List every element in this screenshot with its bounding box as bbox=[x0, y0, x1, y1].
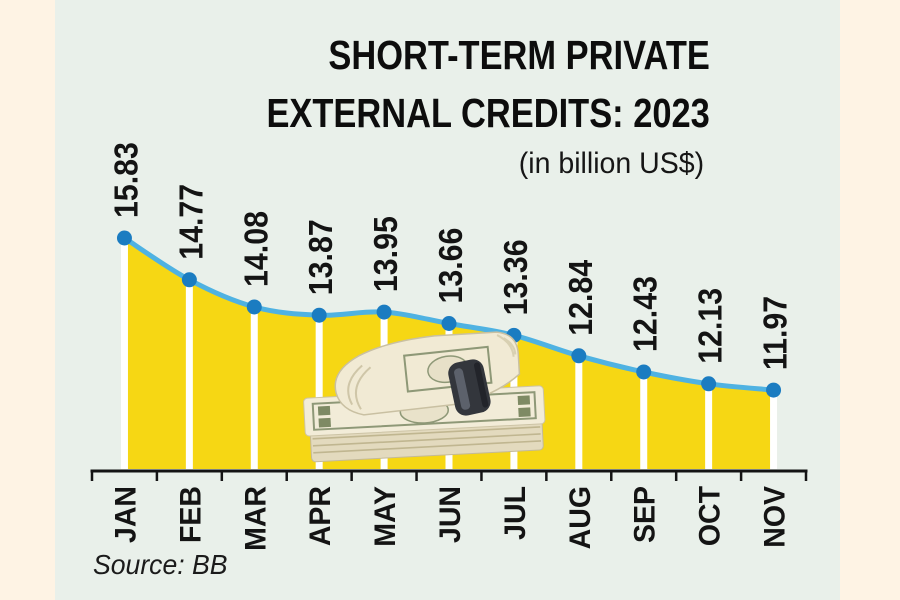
chart-title: SHORT-TERM PRIVATE EXTERNAL CREDITS: 202… bbox=[267, 26, 710, 142]
month-label: APR bbox=[305, 486, 338, 546]
source-label: Source: BB bbox=[93, 549, 228, 580]
data-point bbox=[441, 315, 457, 331]
left-margin-strip bbox=[0, 0, 55, 600]
value-label: 13.95 bbox=[367, 216, 404, 292]
month-label: SEP bbox=[629, 486, 662, 543]
month-label: AUG bbox=[564, 486, 597, 549]
month-label: MAY bbox=[369, 486, 402, 547]
value-label: 15.83 bbox=[107, 142, 144, 218]
month-label: JAN bbox=[110, 486, 143, 543]
value-label: 12.84 bbox=[562, 260, 599, 336]
right-margin-strip bbox=[840, 0, 900, 600]
month-label: MAR bbox=[240, 486, 273, 551]
data-point bbox=[766, 382, 782, 398]
drop-line bbox=[640, 371, 648, 469]
data-point bbox=[311, 307, 327, 323]
drop-line bbox=[120, 238, 128, 469]
drop-line bbox=[315, 315, 323, 469]
month-label: NOV bbox=[759, 486, 792, 548]
drop-line bbox=[770, 390, 778, 469]
value-label: 14.08 bbox=[237, 211, 274, 287]
data-point bbox=[376, 304, 392, 320]
drop-line bbox=[250, 306, 258, 469]
money-clip bbox=[448, 359, 491, 416]
value-label: 12.13 bbox=[691, 288, 728, 364]
value-label: 13.87 bbox=[302, 219, 339, 295]
data-point bbox=[116, 230, 132, 246]
drop-line bbox=[575, 355, 583, 469]
chart-unit-label: (in billion US$) bbox=[518, 147, 704, 180]
value-label: 13.36 bbox=[497, 239, 534, 315]
month-label: JUN bbox=[434, 486, 467, 543]
money-stack-image bbox=[303, 331, 546, 463]
data-point bbox=[636, 364, 652, 380]
chart-title-line2: EXTERNAL CREDITS: 2023 bbox=[266, 90, 710, 136]
month-label: FEB bbox=[175, 486, 208, 543]
month-label: OCT bbox=[694, 486, 727, 546]
month-label: JUL bbox=[499, 486, 532, 540]
data-point bbox=[246, 299, 262, 315]
data-point bbox=[701, 376, 717, 392]
data-point bbox=[571, 348, 587, 364]
value-label: 12.43 bbox=[627, 276, 664, 352]
bill-stack bbox=[303, 385, 546, 463]
value-label: 11.97 bbox=[756, 296, 793, 370]
drop-line bbox=[185, 279, 193, 469]
value-label: 14.77 bbox=[172, 184, 209, 260]
chart-title-line1: SHORT-TERM PRIVATE bbox=[328, 32, 710, 78]
drop-line bbox=[705, 383, 713, 469]
data-point bbox=[181, 272, 197, 288]
value-label: 13.66 bbox=[432, 228, 469, 304]
